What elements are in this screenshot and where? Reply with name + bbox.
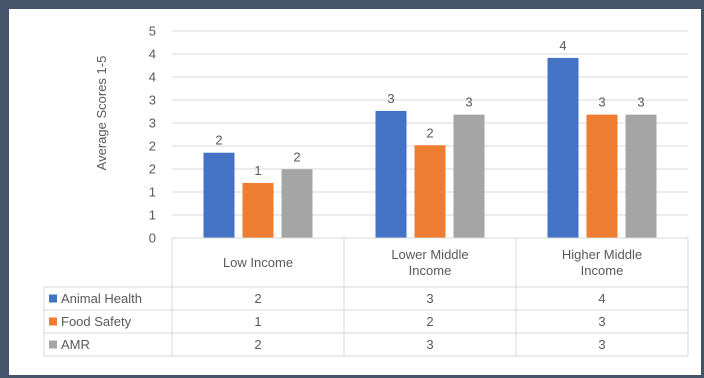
table-cell-value: 4 xyxy=(598,291,605,306)
y-tick-label: 5 xyxy=(149,24,156,39)
legend-key xyxy=(49,317,57,326)
bar xyxy=(414,145,446,238)
bar-data-label: 3 xyxy=(637,95,644,110)
bar-data-label: 3 xyxy=(598,95,605,110)
bar-data-label: 2 xyxy=(293,149,300,164)
legend-key xyxy=(49,340,57,349)
bar-data-label: 1 xyxy=(254,163,261,178)
bar xyxy=(547,57,579,238)
table-category-label: Low Income xyxy=(223,255,293,270)
table-cell-value: 3 xyxy=(598,337,605,352)
table-cell-value: 1 xyxy=(254,314,261,329)
table-category-label: Income xyxy=(581,263,624,278)
bar xyxy=(242,182,274,238)
table-category-label: Lower Middle xyxy=(391,247,468,262)
y-tick-label: 4 xyxy=(149,70,156,85)
bar-data-label: 3 xyxy=(465,95,472,110)
y-tick-label: 3 xyxy=(149,93,156,108)
bar xyxy=(375,110,407,238)
bar xyxy=(203,152,235,238)
y-tick-label: 2 xyxy=(149,162,156,177)
y-tick-label: 1 xyxy=(149,208,156,223)
bar xyxy=(586,114,618,238)
bar-data-label: 2 xyxy=(426,125,433,140)
table-series-name: Animal Health xyxy=(61,291,142,306)
y-tick-label: 0 xyxy=(149,231,156,246)
table-category-label: Income xyxy=(409,263,452,278)
y-tick-label: 3 xyxy=(149,116,156,131)
y-tick-label: 4 xyxy=(149,47,156,62)
table-cell-value: 2 xyxy=(426,314,433,329)
bar-data-label: 4 xyxy=(559,38,566,53)
bar-data-label: 2 xyxy=(215,133,222,148)
table-series-name: AMR xyxy=(61,337,90,352)
table-cell-value: 3 xyxy=(426,291,433,306)
bar xyxy=(281,169,313,238)
table-series-name: Food Safety xyxy=(61,314,132,329)
bar xyxy=(453,114,485,238)
table-cell-value: 3 xyxy=(598,314,605,329)
bar-data-label: 3 xyxy=(387,91,394,106)
table-cell-value: 3 xyxy=(426,337,433,352)
y-tick-label: 1 xyxy=(149,185,156,200)
bar xyxy=(625,114,657,238)
table-cell-value: 2 xyxy=(254,337,261,352)
table-category-label: Higher Middle xyxy=(562,247,642,262)
y-tick-label: 2 xyxy=(149,139,156,154)
legend-key xyxy=(49,294,57,303)
table-cell-value: 2 xyxy=(254,291,261,306)
y-axis-title: Average Scores 1-5 xyxy=(94,56,109,171)
